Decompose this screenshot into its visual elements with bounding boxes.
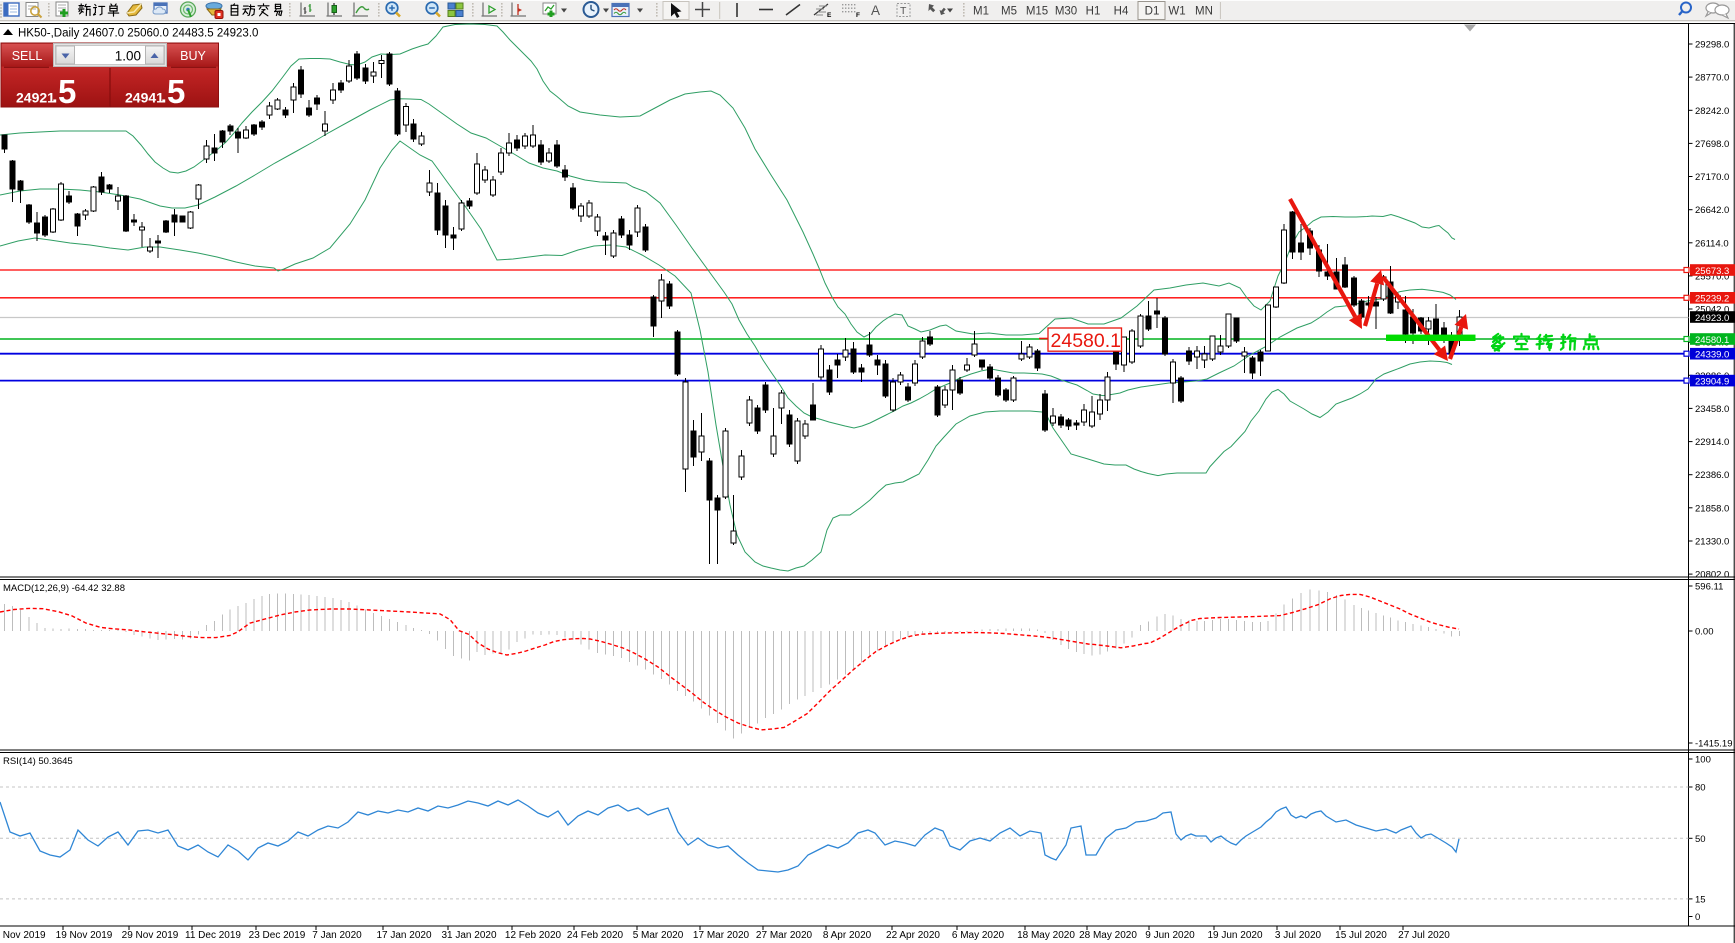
svg-text:28242.0: 28242.0 bbox=[1695, 106, 1729, 117]
svg-text:25570.0: 25570.0 bbox=[1695, 271, 1729, 282]
svg-text:24921: 24921 bbox=[16, 90, 55, 106]
svg-text:12 Feb 2020: 12 Feb 2020 bbox=[505, 930, 562, 941]
svg-text:27698.0: 27698.0 bbox=[1695, 139, 1729, 150]
svg-text:25673.3: 25673.3 bbox=[1695, 266, 1729, 277]
svg-text:80: 80 bbox=[1695, 783, 1706, 794]
svg-text:W1: W1 bbox=[1168, 6, 1185, 18]
svg-text:MN: MN bbox=[1195, 6, 1213, 18]
svg-text:0: 0 bbox=[1695, 912, 1700, 923]
svg-text:25239.2: 25239.2 bbox=[1695, 294, 1729, 305]
svg-text:23904.9: 23904.9 bbox=[1695, 376, 1729, 387]
svg-text:M15: M15 bbox=[1026, 6, 1048, 18]
svg-text:F: F bbox=[856, 12, 860, 19]
svg-text:22 Apr 2020: 22 Apr 2020 bbox=[886, 930, 940, 941]
svg-text:28770.0: 28770.0 bbox=[1695, 73, 1729, 84]
svg-text:MACD(12,26,9) -64.42 32.88: MACD(12,26,9) -64.42 32.88 bbox=[3, 583, 125, 594]
svg-text:-1415.19: -1415.19 bbox=[1695, 739, 1733, 750]
svg-text:100: 100 bbox=[1695, 755, 1711, 766]
svg-text:5: 5 bbox=[167, 73, 185, 110]
svg-text:19 Nov 2019: 19 Nov 2019 bbox=[56, 930, 113, 941]
svg-text:A: A bbox=[871, 3, 880, 18]
svg-text:21330.0: 21330.0 bbox=[1695, 537, 1729, 548]
svg-text:T: T bbox=[900, 5, 907, 17]
svg-text:17 Jan 2020: 17 Jan 2020 bbox=[376, 930, 431, 941]
svg-text:28 May 2020: 28 May 2020 bbox=[1079, 930, 1137, 941]
svg-text:5: 5 bbox=[58, 73, 76, 110]
svg-text:596.11: 596.11 bbox=[1695, 582, 1723, 593]
svg-text:7 Jan 2020: 7 Jan 2020 bbox=[312, 930, 362, 941]
svg-text:.: . bbox=[52, 86, 58, 108]
svg-text:24 Feb 2020: 24 Feb 2020 bbox=[567, 930, 624, 941]
svg-text:20802.0: 20802.0 bbox=[1695, 570, 1729, 581]
svg-text:24580.1: 24580.1 bbox=[1695, 335, 1729, 346]
svg-text:24580.1: 24580.1 bbox=[1051, 330, 1122, 352]
svg-text:RSI(14) 50.3645: RSI(14) 50.3645 bbox=[3, 756, 73, 767]
svg-text:22386.0: 22386.0 bbox=[1695, 470, 1729, 481]
svg-text:29 Nov 2019: 29 Nov 2019 bbox=[122, 930, 179, 941]
svg-text:23458.0: 23458.0 bbox=[1695, 404, 1729, 415]
svg-text:50: 50 bbox=[1695, 834, 1706, 845]
svg-text:8 Apr 2020: 8 Apr 2020 bbox=[823, 930, 872, 941]
svg-text:9 Jun 2020: 9 Jun 2020 bbox=[1145, 930, 1195, 941]
svg-text:7 Nov 2019: 7 Nov 2019 bbox=[0, 930, 46, 941]
svg-text:27170.0: 27170.0 bbox=[1695, 172, 1729, 183]
svg-text:E: E bbox=[827, 12, 832, 19]
svg-text:27 Mar 2020: 27 Mar 2020 bbox=[756, 930, 813, 941]
svg-text:H1: H1 bbox=[1086, 6, 1101, 18]
svg-text:15 Jul 2020: 15 Jul 2020 bbox=[1335, 930, 1387, 941]
svg-text:HK50-,Daily 24607.0 25060.0 2: HK50-,Daily 24607.0 25060.0 24483.5 2492… bbox=[18, 28, 258, 40]
svg-text:23 Dec 2019: 23 Dec 2019 bbox=[249, 930, 306, 941]
svg-text:15: 15 bbox=[1695, 894, 1706, 905]
svg-text:26114.0: 26114.0 bbox=[1695, 238, 1729, 249]
svg-text:25042.0: 25042.0 bbox=[1695, 305, 1729, 316]
svg-text:1.00: 1.00 bbox=[115, 49, 141, 64]
svg-text:5 Mar 2020: 5 Mar 2020 bbox=[633, 930, 684, 941]
svg-text:3 Jul 2020: 3 Jul 2020 bbox=[1275, 930, 1322, 941]
svg-text:M30: M30 bbox=[1055, 6, 1077, 18]
svg-text:SELL: SELL bbox=[12, 49, 43, 63]
svg-text:24941: 24941 bbox=[125, 90, 164, 106]
svg-text:24339.0: 24339.0 bbox=[1695, 350, 1729, 361]
svg-text:17 Mar 2020: 17 Mar 2020 bbox=[693, 930, 750, 941]
svg-text:0.00: 0.00 bbox=[1695, 627, 1714, 638]
svg-text:29298.0: 29298.0 bbox=[1695, 40, 1729, 51]
svg-text:31 Jan 2020: 31 Jan 2020 bbox=[441, 930, 496, 941]
svg-text:M5: M5 bbox=[1001, 6, 1017, 18]
svg-text:D1: D1 bbox=[1145, 6, 1160, 18]
svg-text:26642.0: 26642.0 bbox=[1695, 205, 1729, 216]
svg-text:21858.0: 21858.0 bbox=[1695, 503, 1729, 514]
svg-text:H4: H4 bbox=[1114, 6, 1129, 18]
svg-text:24923.0: 24923.0 bbox=[1695, 313, 1729, 324]
svg-text:M1: M1 bbox=[973, 6, 989, 18]
svg-text:22914.0: 22914.0 bbox=[1695, 437, 1729, 448]
svg-text:.: . bbox=[161, 86, 167, 108]
svg-text:19 Jun 2020: 19 Jun 2020 bbox=[1207, 930, 1262, 941]
svg-text:BUY: BUY bbox=[180, 49, 206, 63]
svg-text:6 May 2020: 6 May 2020 bbox=[952, 930, 1005, 941]
svg-text:27 Jul 2020: 27 Jul 2020 bbox=[1398, 930, 1450, 941]
svg-text:11 Dec 2019: 11 Dec 2019 bbox=[185, 930, 241, 941]
svg-text:18 May 2020: 18 May 2020 bbox=[1017, 930, 1075, 941]
